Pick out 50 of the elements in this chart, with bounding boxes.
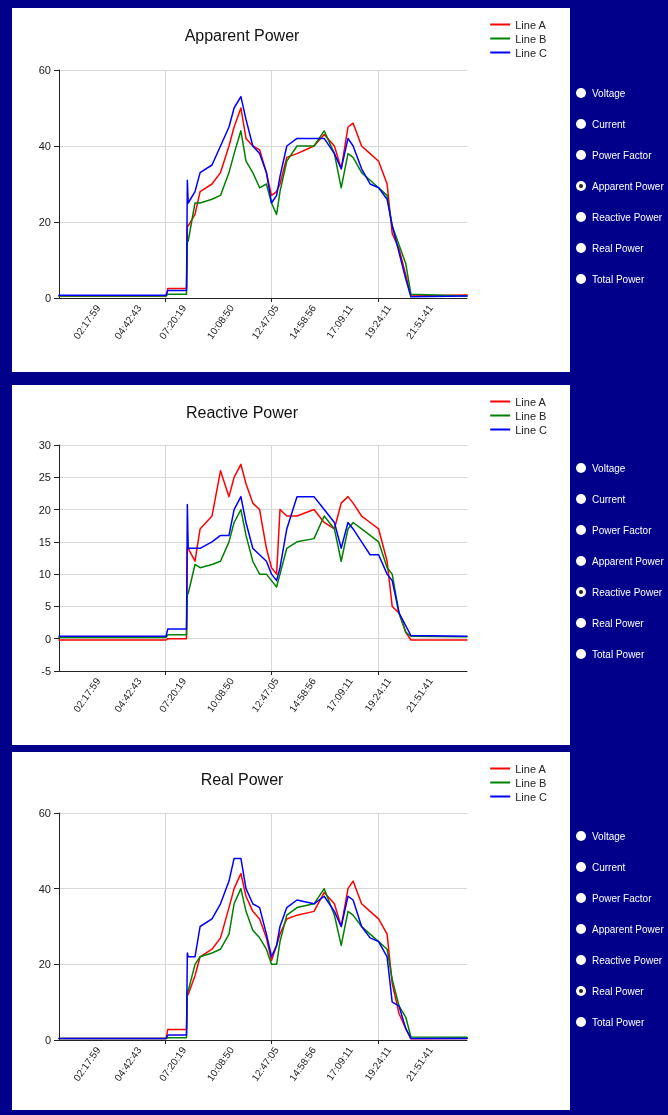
line-series xyxy=(58,463,468,641)
y-tick-label: 25 xyxy=(38,471,51,484)
text: Voltage xyxy=(592,830,626,842)
y-tick-label: 0 xyxy=(44,292,51,304)
text: Reactive Power xyxy=(592,211,663,223)
y-tick-label: 5 xyxy=(44,600,51,613)
legend-label: Line C xyxy=(515,423,548,436)
text: Voltage xyxy=(592,462,626,474)
text: Reactive Power xyxy=(592,586,663,598)
y-tick-label: 0 xyxy=(44,1034,51,1046)
legend-label: Line A xyxy=(515,395,547,408)
legend-label: Line C xyxy=(515,790,548,803)
text: Real Power xyxy=(592,985,644,997)
y-tick-label: 60 xyxy=(38,807,51,819)
text: Reactive Power xyxy=(592,954,663,966)
y-tick-label: 60 xyxy=(38,64,51,76)
text: Power Factor xyxy=(592,892,652,904)
text: Real Power xyxy=(592,242,644,254)
text: Current xyxy=(592,861,626,873)
chart-title: Reactive Power xyxy=(185,403,299,421)
text: Current xyxy=(592,118,626,130)
text: Total Power xyxy=(592,648,645,660)
text: Power Factor xyxy=(592,524,652,536)
legend-label: Line A xyxy=(515,762,547,775)
y-tick-label: 40 xyxy=(38,882,51,895)
y-tick-label: 30 xyxy=(38,439,51,451)
text: Apparent Power xyxy=(592,180,664,192)
y-tick-label: 10 xyxy=(38,568,51,581)
chart-title: Real Power xyxy=(200,770,285,788)
legend-label: Line A xyxy=(515,18,547,31)
y-tick-label: -5 xyxy=(41,665,51,677)
text: Total Power xyxy=(592,273,645,285)
text: Voltage xyxy=(592,87,626,99)
y-tick-label: 15 xyxy=(38,535,51,548)
y-tick-label: 0 xyxy=(44,632,51,645)
text: Real Power xyxy=(592,617,644,629)
text: Apparent Power xyxy=(592,923,664,935)
legend-label: Line C xyxy=(515,46,548,59)
text: Total Power xyxy=(592,1016,645,1028)
y-tick-label: 20 xyxy=(38,958,51,971)
y-tick-label: 20 xyxy=(38,503,51,516)
y-tick-label: 40 xyxy=(38,140,51,152)
legend-label: Line B xyxy=(515,32,547,45)
legend-label: Line B xyxy=(515,409,547,422)
text: Apparent Power xyxy=(592,555,664,567)
text: Current xyxy=(592,493,626,505)
legend-label: Line B xyxy=(515,776,547,789)
chart-title: Apparent Power xyxy=(184,26,301,44)
y-tick-label: 20 xyxy=(38,216,51,228)
text: Power Factor xyxy=(592,149,652,161)
